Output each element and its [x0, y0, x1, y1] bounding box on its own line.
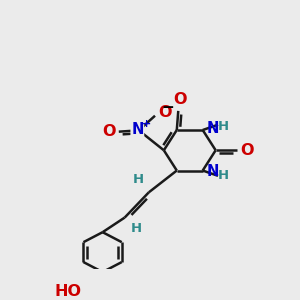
Text: N: N [131, 122, 143, 137]
Text: O: O [102, 124, 115, 139]
Text: H: H [132, 173, 143, 187]
Text: H: H [218, 169, 229, 182]
Text: N: N [207, 121, 220, 136]
Text: N: N [207, 164, 220, 179]
Text: O: O [173, 92, 187, 107]
Text: O: O [240, 143, 254, 158]
Text: −: − [161, 100, 174, 115]
Text: H: H [218, 119, 229, 133]
Text: HO: HO [55, 284, 82, 299]
Text: H: H [131, 222, 142, 236]
Text: O: O [158, 105, 172, 120]
Text: +: + [142, 119, 151, 130]
